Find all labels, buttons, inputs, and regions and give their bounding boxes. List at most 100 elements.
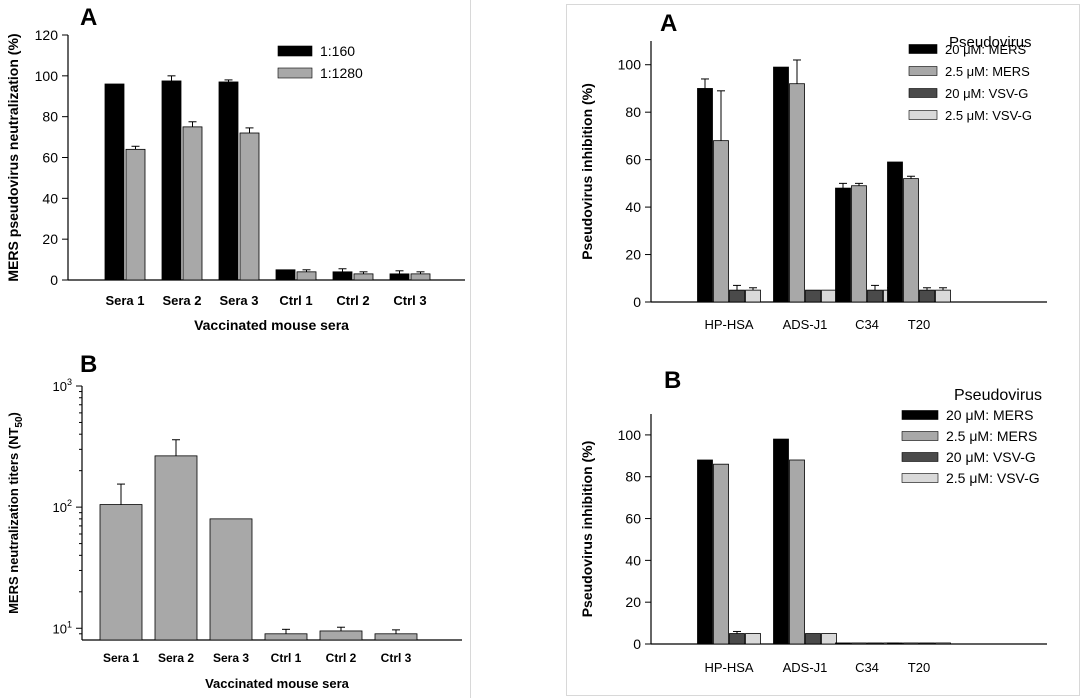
- bar: [835, 642, 851, 645]
- y-tick-label: 103: [53, 377, 72, 394]
- legend-label: 20 μM: VSV-G: [945, 86, 1028, 101]
- y-tick-label: 20: [625, 594, 641, 610]
- bar: [296, 271, 317, 281]
- x-tick-label: Sera 2: [162, 293, 201, 308]
- legend-swatch: [908, 44, 938, 54]
- x-tick-label: Ctrl 1: [271, 651, 302, 665]
- y-tick-label: 102: [53, 498, 72, 515]
- x-tick-label: Sera 3: [213, 651, 249, 665]
- y-tick-label: 40: [625, 199, 641, 215]
- x-tick-label: Ctrl 2: [326, 651, 357, 665]
- bar: [697, 88, 713, 303]
- legend-swatch: [901, 473, 939, 483]
- legend-swatch: [908, 110, 938, 120]
- x-tick-label: Sera 1: [103, 651, 139, 665]
- bar: [218, 81, 239, 281]
- x-tick-label: ADS-J1: [783, 317, 828, 332]
- x-tick-label: Sera 3: [219, 293, 258, 308]
- y-axis-label: Pseudovirus inhibition (%): [579, 441, 595, 618]
- left-figure: A 0 20 40 60 80 100 120 MERS pseudovirus neutral…: [0, 0, 471, 698]
- x-tick-label: Ctrl 3: [393, 293, 426, 308]
- chart-right-b: B 0 20 40 60 80 100 Pseudovirus inhibition (%) H…: [579, 367, 1047, 675]
- y-tick-label: 100: [618, 57, 642, 73]
- y-tick-label: 60: [625, 152, 641, 168]
- bar: [835, 187, 851, 303]
- y-tick-label: 40: [42, 190, 58, 206]
- bar: [789, 83, 805, 303]
- legend-label: 1:1280: [320, 65, 363, 81]
- panel-letter: A: [660, 10, 677, 37]
- y-axis-label: MERS neutralization titers (NT50): [6, 412, 25, 614]
- y-axis-label: MERS pseudovirus neutralization (%): [5, 33, 21, 281]
- bar: [374, 633, 418, 641]
- bar: [332, 271, 353, 281]
- x-tick-label: Ctrl 2: [336, 293, 369, 308]
- legend-label: 20 μM: MERS: [945, 42, 1027, 57]
- bar: [713, 140, 729, 303]
- legend-label: 2.5 μM: VSV-G: [945, 108, 1032, 123]
- bar: [821, 633, 837, 645]
- bar: [773, 66, 789, 303]
- bar: [851, 185, 867, 303]
- bar: [903, 178, 919, 303]
- bar: [275, 269, 296, 281]
- bar: [389, 273, 410, 281]
- bar: [125, 148, 146, 281]
- legend-label: 2.5 μM: VSV-G: [946, 470, 1040, 486]
- bar: [919, 289, 935, 303]
- bar: [264, 633, 308, 641]
- x-tick-label: C34: [855, 317, 879, 332]
- x-tick-label: Sera 1: [105, 293, 144, 308]
- y-tick-label: 80: [625, 469, 641, 485]
- bar: [697, 459, 713, 645]
- bar: [729, 633, 745, 645]
- x-tick-label: T20: [908, 660, 930, 675]
- x-tick-label: T20: [908, 317, 930, 332]
- legend-title: Pseudovirus: [949, 34, 1032, 51]
- chart-right-a: A 0 20 40 60 80 100 Pseudovirus inhibition (%) H…: [579, 10, 1047, 332]
- bar: [789, 459, 805, 645]
- y-tick-label: 100: [35, 68, 59, 84]
- bar: [887, 161, 903, 303]
- y-tick-label: 101: [53, 619, 72, 636]
- y-tick-label: 60: [625, 511, 641, 527]
- bar: [410, 273, 431, 281]
- panel-letter: A: [80, 4, 97, 31]
- bar: [919, 642, 935, 645]
- bar: [867, 642, 883, 645]
- bar: [773, 438, 789, 645]
- bar: [154, 455, 198, 641]
- bar: [745, 633, 761, 645]
- x-tick-label: Sera 2: [158, 651, 194, 665]
- legend-swatch: [908, 88, 938, 98]
- x-axis-label: Vaccinated mouse sera: [205, 676, 350, 691]
- y-tick-label: 0: [633, 636, 641, 652]
- chart-left-b: B 101 102 103 MERS neutralization titers (NT…: [6, 351, 462, 691]
- legend-swatch: [901, 431, 939, 441]
- x-tick-label: ADS-J1: [783, 660, 828, 675]
- y-tick-label: 100: [618, 427, 642, 443]
- legend-swatch: [901, 452, 939, 462]
- legend-label: 1:160: [320, 43, 355, 59]
- bar: [903, 642, 919, 645]
- x-tick-label: C34: [855, 660, 879, 675]
- bar: [805, 633, 821, 645]
- chart-left-a: A 0 20 40 60 80 100 120 MERS pseudovirus neutral…: [5, 4, 465, 333]
- y-tick-label: 20: [42, 231, 58, 247]
- legend-swatch: [901, 410, 939, 420]
- panel-letter: B: [664, 367, 681, 394]
- x-tick-label: HP-HSA: [704, 317, 753, 332]
- bar: [887, 642, 903, 645]
- x-axis-label: Vaccinated mouse sera: [194, 317, 349, 333]
- bar: [182, 126, 203, 281]
- y-tick-label: 80: [42, 109, 58, 125]
- y-tick-label: 0: [633, 294, 641, 310]
- bar: [805, 289, 821, 303]
- panel-letter: B: [80, 351, 97, 378]
- bar: [729, 289, 745, 303]
- y-tick-label: 40: [625, 552, 641, 568]
- bar: [745, 289, 761, 303]
- y-axis-label: Pseudovirus inhibition (%): [579, 83, 595, 260]
- y-tick-label: 20: [625, 247, 641, 263]
- bar: [99, 504, 143, 641]
